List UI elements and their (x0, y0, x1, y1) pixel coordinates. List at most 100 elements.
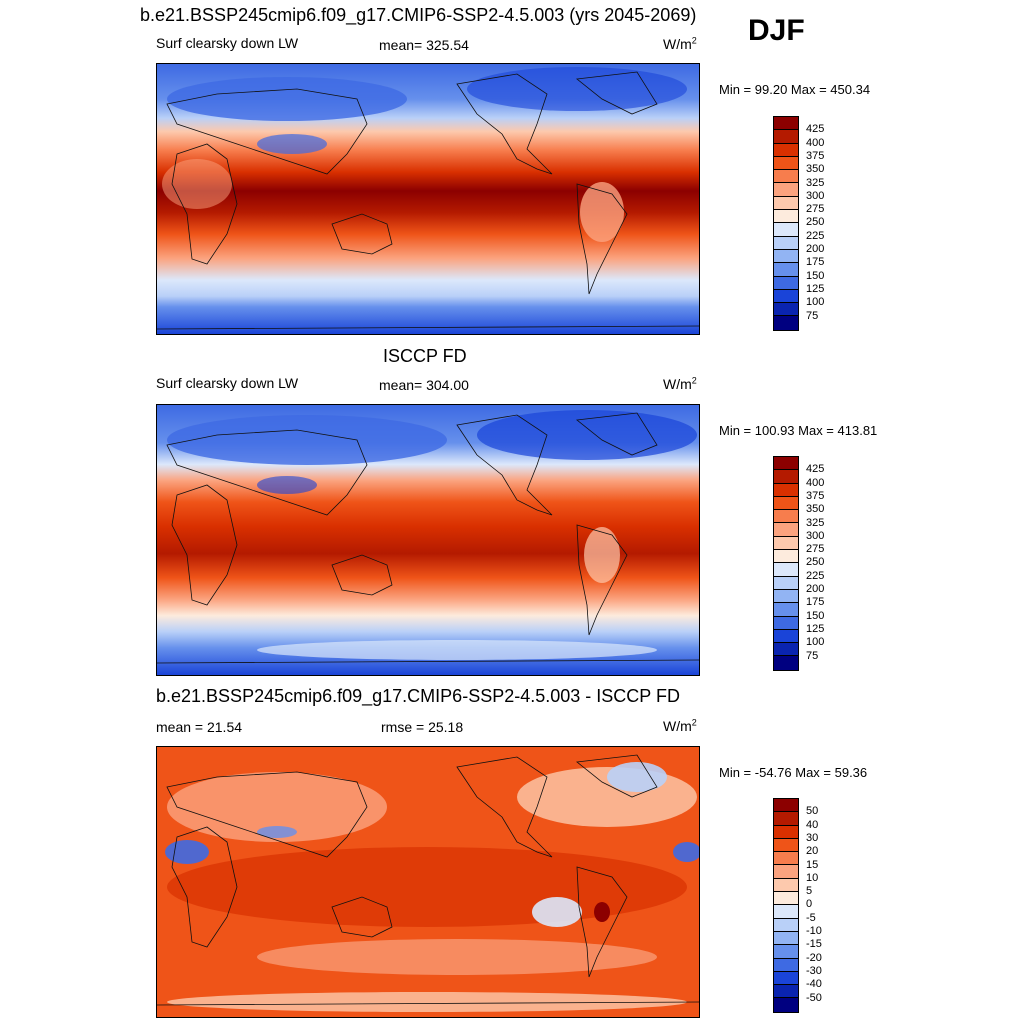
colorbar-tick-label: 40 (806, 818, 819, 831)
colorbar-tick-label: 15 (806, 858, 819, 871)
colorbar-swatch (774, 249, 798, 264)
colorbar-tick-label: 200 (806, 243, 825, 255)
colorbar-tick-label: 200 (806, 583, 825, 595)
colorbar-tick-label: 75 (806, 649, 819, 662)
colorbar-swatch (774, 616, 798, 630)
colorbar-swatch (774, 170, 798, 184)
colorbar-swatch (774, 223, 798, 237)
season-label: DJF (748, 14, 805, 47)
panel1-mean: mean= 325.54 (379, 37, 469, 53)
panel2-map-field (157, 405, 699, 675)
colorbar-tick-label: 375 (806, 149, 825, 162)
colorbar-swatch (774, 643, 798, 657)
panel2-variable: Surf clearsky down LW (156, 375, 299, 391)
colorbar-tick-label: -30 (806, 964, 822, 977)
colorbar-tick-label: 100 (806, 296, 825, 309)
colorbar-swatch (774, 196, 798, 211)
colorbar-swatch (774, 985, 798, 999)
colorbar-swatch (774, 523, 798, 537)
colorbar-swatch (774, 812, 798, 826)
colorbar-swatch (774, 931, 798, 946)
panel1-colorbar (773, 116, 799, 331)
panel3-colorbar (773, 798, 799, 1013)
colorbar-tick-label: 0 (806, 898, 813, 911)
panel2-map (156, 404, 700, 676)
panel1-unit: W/m2 (663, 35, 697, 52)
colorbar-tick-label: 150 (806, 269, 825, 282)
colorbar-tick-label: 75 (806, 309, 819, 322)
colorbar-swatch (774, 183, 798, 197)
colorbar-tick-label: 225 (806, 569, 825, 582)
colorbar-tick-label: 20 (806, 845, 819, 858)
colorbar-tick-label: 175 (806, 596, 825, 609)
panel2-colorbar (773, 456, 799, 671)
colorbar-tick-label: 250 (806, 216, 825, 229)
panel3-title: b.e21.BSSP245cmip6.f09_g17.CMIP6-SSP2-4.… (156, 686, 680, 706)
colorbar-swatch (774, 536, 798, 551)
panel3-map-field (157, 747, 699, 1017)
colorbar-tick-label: -10 (806, 925, 822, 937)
colorbar-swatch (774, 303, 798, 317)
colorbar-tick-label: 375 (806, 489, 825, 502)
panel1-variable: Surf clearsky down LW (156, 35, 299, 51)
colorbar-tick-label: -20 (806, 951, 822, 964)
colorbar-swatch (774, 945, 798, 959)
colorbar-swatch (774, 918, 798, 932)
colorbar-swatch (774, 316, 798, 330)
colorbar-tick-label: 125 (806, 622, 825, 635)
colorbar-tick-label: 400 (806, 136, 825, 149)
panel2-minmax: Min = 100.93 Max = 413.81 (719, 423, 878, 438)
colorbar-swatch (774, 130, 798, 144)
panel2-mean: mean= 304.00 (379, 377, 469, 393)
colorbar-swatch (774, 210, 798, 224)
colorbar-tick-label: -15 (806, 938, 822, 951)
colorbar-tick-label: 425 (806, 123, 825, 136)
panel2-title: ISCCP FD (383, 346, 467, 366)
colorbar-tick-label: 325 (806, 516, 825, 529)
colorbar-swatch (774, 878, 798, 893)
colorbar-tick-label: 5 (806, 885, 813, 898)
colorbar-tick-label: 225 (806, 229, 825, 242)
panel3-mean: mean = 21.54 (156, 719, 243, 735)
colorbar-tick-label: -5 (806, 911, 816, 924)
colorbar-swatch (774, 563, 798, 577)
colorbar-swatch (774, 457, 798, 471)
colorbar-swatch (774, 470, 798, 484)
plot-title: b.e21.BSSP245cmip6.f09_g17.CMIP6-SSP2-4.… (140, 5, 697, 25)
colorbar-swatch (774, 958, 798, 972)
colorbar-swatch (774, 852, 798, 866)
colorbar-tick-label: 425 (806, 463, 825, 476)
panel1-map (156, 63, 700, 335)
colorbar-tick-label: 10 (806, 871, 819, 884)
colorbar-tick-label: 275 (806, 543, 825, 556)
colorbar-tick-label: 250 (806, 556, 825, 569)
colorbar-tick-label: 350 (806, 503, 825, 516)
colorbar-swatch (774, 905, 798, 919)
colorbar-tick-label: 275 (806, 203, 825, 216)
colorbar-tick-label: 300 (806, 529, 825, 542)
colorbar-swatch (774, 998, 798, 1012)
colorbar-swatch (774, 263, 798, 277)
colorbar-swatch (774, 825, 798, 839)
colorbar-swatch (774, 656, 798, 670)
panel3-rmse: rmse = 25.18 (381, 719, 464, 735)
colorbar-swatch (774, 971, 798, 986)
colorbar-swatch (774, 865, 798, 879)
colorbar-tick-label: 150 (806, 609, 825, 622)
colorbar-swatch (774, 276, 798, 290)
colorbar-swatch (774, 289, 798, 304)
colorbar-swatch (774, 799, 798, 813)
colorbar-swatch (774, 496, 798, 511)
colorbar-tick-label: 300 (806, 189, 825, 202)
colorbar-swatch (774, 589, 798, 604)
colorbar-tick-label: 100 (806, 636, 825, 649)
colorbar-swatch (774, 510, 798, 524)
colorbar-swatch (774, 838, 798, 853)
colorbar-swatch (774, 603, 798, 617)
colorbar-tick-label: 175 (806, 256, 825, 269)
colorbar-swatch (774, 143, 798, 157)
colorbar-tick-label: 400 (806, 476, 825, 489)
colorbar-tick-label: 50 (806, 805, 819, 818)
colorbar-swatch (774, 576, 798, 590)
colorbar-swatch (774, 117, 798, 131)
